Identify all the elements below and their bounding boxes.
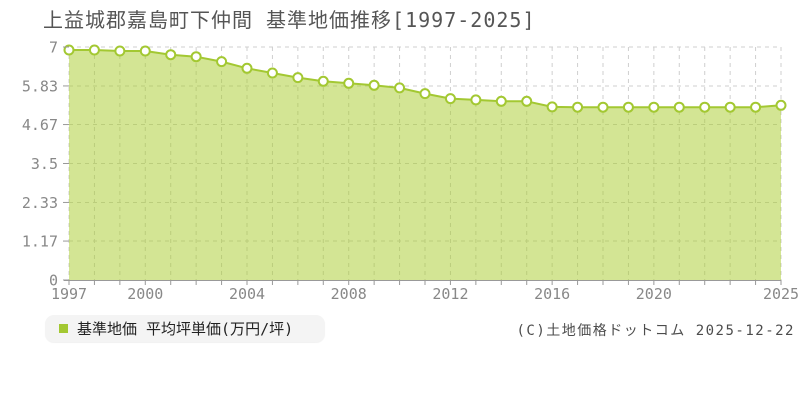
svg-text:2012: 2012 bbox=[432, 285, 468, 303]
legend-label: 基準地価 平均坪単価(万円/坪) bbox=[77, 320, 294, 338]
svg-text:1.17: 1.17 bbox=[22, 233, 58, 251]
svg-text:1997: 1997 bbox=[51, 285, 87, 303]
price-trend-chart: 0 1.17 2.33 3.5 4.67 5.83 7 1997 2000 2004 2008 201… bbox=[22, 39, 799, 304]
chart-legend: 基準地価 平均坪単価(万円/坪) bbox=[45, 315, 325, 342]
svg-text:2.33: 2.33 bbox=[22, 194, 58, 212]
svg-text:3.5: 3.5 bbox=[31, 155, 58, 173]
svg-text:0: 0 bbox=[49, 272, 58, 290]
svg-text:2020: 2020 bbox=[636, 285, 672, 303]
svg-text:2004: 2004 bbox=[229, 285, 265, 303]
copyright-note: (C)土地価格ドットコム 2025-12-22 bbox=[516, 323, 795, 339]
series-marker-icon bbox=[59, 324, 68, 333]
svg-text:2000: 2000 bbox=[127, 285, 163, 303]
svg-text:2008: 2008 bbox=[331, 285, 367, 303]
svg-text:5.83: 5.83 bbox=[22, 77, 58, 95]
svg-text:2016: 2016 bbox=[534, 285, 570, 303]
svg-text:2025: 2025 bbox=[763, 285, 799, 303]
chart-title: 上益城郡嘉島町下仲間 基準地価推移[1997-2025] bbox=[43, 8, 536, 32]
svg-text:4.67: 4.67 bbox=[22, 116, 58, 134]
svg-text:7: 7 bbox=[49, 39, 58, 57]
